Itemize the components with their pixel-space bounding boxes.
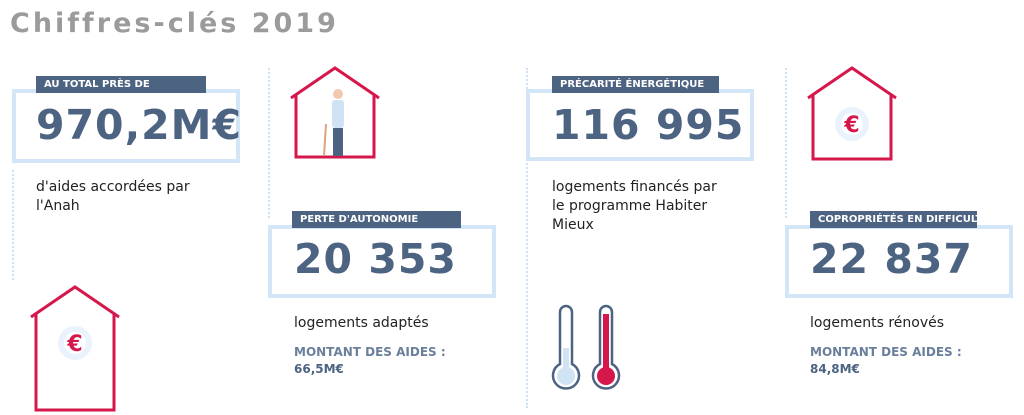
figure-box <box>12 89 240 163</box>
card-label: AU TOTAL PRÈS DE <box>36 76 206 93</box>
figure-box <box>526 89 754 161</box>
amount: 66,5M€ <box>294 362 344 376</box>
separator <box>268 68 270 218</box>
amount: 84,8M€ <box>810 362 860 376</box>
separator <box>12 170 14 280</box>
house-euro-icon: € <box>807 66 897 161</box>
euro-symbol: € <box>843 113 859 138</box>
amount-label: MONTANT DES AIDES : <box>294 345 446 359</box>
figure-box <box>268 225 496 298</box>
card-figure: 22 837 <box>810 235 973 283</box>
thermometer-icon <box>551 304 621 390</box>
euro-symbol: € <box>66 332 82 357</box>
card-figure: 20 353 <box>294 235 457 283</box>
amount-label: MONTANT DES AIDES : <box>810 345 962 359</box>
card-figure: 970,2M€ <box>36 101 243 149</box>
separator <box>526 68 528 408</box>
house-person-icon <box>290 66 380 159</box>
separator <box>785 68 787 218</box>
title: Chiffres-clés 2019 <box>10 8 339 39</box>
card-figure: 116 995 <box>552 101 745 149</box>
card-description: logements adaptés <box>294 315 429 331</box>
card-description: logements rénovés <box>810 315 945 331</box>
card-label: COPROPRIÉTÉS EN DIFFICULTÉ <box>810 211 989 228</box>
card-label: PERTE D'AUTONOMIE <box>292 211 461 228</box>
card-label: PRÉCARITÉ ÉNERGÉTIQUE <box>552 76 719 93</box>
house-euro-icon: € <box>30 285 120 412</box>
card-description: logements financés par le programme Habi… <box>552 179 717 233</box>
card-description: d'aides accordées par l'Anah <box>36 179 190 214</box>
